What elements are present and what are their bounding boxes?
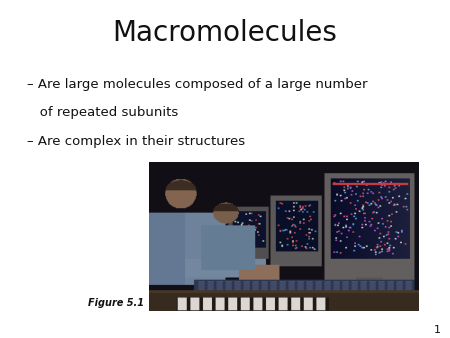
Text: 1: 1	[434, 324, 441, 335]
Text: – Are complex in their structures: – Are complex in their structures	[27, 135, 245, 148]
Text: – Are large molecules composed of a large number: – Are large molecules composed of a larg…	[27, 78, 368, 91]
Text: Macromolecules: Macromolecules	[112, 19, 338, 47]
Text: of repeated subunits: of repeated subunits	[27, 106, 178, 119]
Text: Figure 5.1: Figure 5.1	[88, 297, 144, 308]
